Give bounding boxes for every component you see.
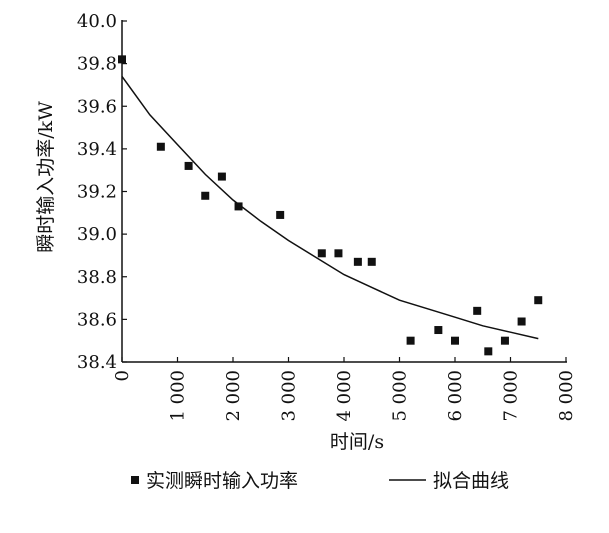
y-tick-label: 39.0 — [77, 224, 117, 245]
measured-points-layer — [118, 55, 543, 356]
y-tick-label: 39.6 — [77, 96, 117, 117]
measured-point — [484, 347, 493, 356]
legend-label-measured: 实测瞬时输入功率 — [146, 470, 298, 492]
measured-point — [451, 336, 459, 345]
x-tick-label: 8 000 — [556, 370, 577, 422]
measured-point — [534, 296, 543, 305]
measured-point — [217, 172, 226, 181]
measured-point — [473, 306, 482, 315]
measured-point — [184, 161, 193, 170]
x-tick-label: 6 000 — [445, 370, 466, 422]
axes — [121, 20, 567, 363]
x-tick-label: 2 000 — [223, 370, 244, 422]
legend: 实测瞬时输入功率 拟合曲线 — [131, 470, 509, 492]
measured-point — [500, 336, 509, 345]
y-axis-title: 瞬时输入功率/kW — [35, 101, 57, 253]
y-tick-label: 38.8 — [77, 267, 117, 288]
measured-point — [367, 257, 376, 266]
x-tick-label: 1 000 — [168, 370, 189, 422]
x-tick-label: 3 000 — [279, 370, 300, 422]
x-tick-label: 5 000 — [390, 370, 411, 422]
y-tick-label: 38.6 — [77, 309, 117, 330]
measured-point — [317, 249, 326, 258]
x-axis-title: 时间/s — [330, 431, 384, 453]
measured-point — [434, 326, 443, 335]
measured-point — [406, 336, 415, 345]
x-tick-label: 0 — [112, 370, 133, 381]
axis-ticks: 38.4 38.6 38.8 39.0 39.2 39.4 39.6 39.8 40.0 0 1 0… — [77, 11, 577, 422]
y-tick-label: 40.0 — [77, 11, 117, 32]
fit-curve-layer — [121, 75, 539, 340]
y-tick-label: 39.2 — [77, 182, 117, 203]
measured-point — [334, 249, 343, 258]
legend-label-fit: 拟合曲线 — [433, 470, 509, 492]
y-tick-label: 39.4 — [77, 139, 117, 160]
y-tick-label: 38.4 — [77, 352, 117, 373]
x-tick-label: 4 000 — [334, 370, 355, 422]
measured-point — [201, 191, 210, 200]
measured-point — [234, 202, 243, 211]
measured-point — [156, 142, 165, 151]
legend-marker-measured — [131, 476, 139, 484]
x-tick-label: 7 000 — [501, 370, 522, 422]
measured-point — [517, 317, 526, 326]
fit-curve — [121, 75, 539, 340]
measured-point — [353, 257, 362, 266]
y-tick-label: 39.8 — [77, 54, 117, 75]
measured-point — [118, 55, 126, 64]
measured-point — [276, 210, 285, 219]
